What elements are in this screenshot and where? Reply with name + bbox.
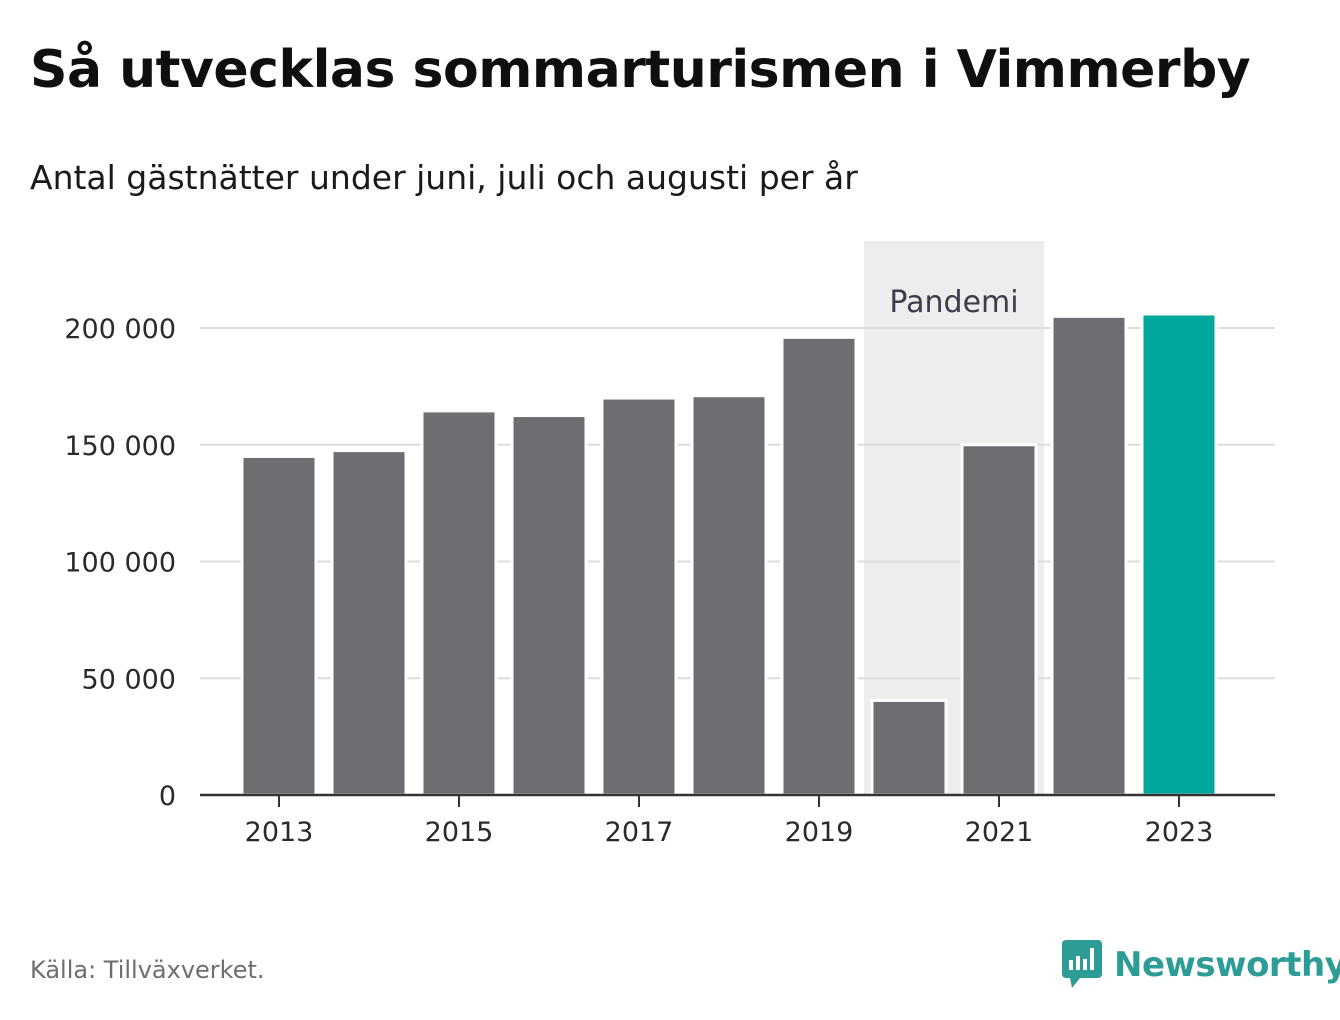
brand-name: Newsworthy: [1114, 945, 1340, 985]
newsworthy-logo: Newsworthy: [1062, 940, 1340, 990]
bar-2014: [330, 449, 408, 797]
source-note: Källa: Tillväxverket.: [30, 956, 265, 984]
y-tick-label: 50 000: [82, 664, 176, 695]
bar-2018: [690, 394, 768, 797]
bar-2013: [240, 454, 318, 797]
axes: 0 50 000 100 000 150 000 200 000 2013 2015 2017…: [64, 314, 1275, 848]
x-tick-label: 2021: [965, 817, 1034, 848]
bar-2019: [780, 335, 858, 797]
y-tick-label: 200 000: [64, 314, 176, 345]
bar-2022: [1050, 314, 1128, 797]
chart-subtitle: Antal gästnätter under juni, juli och au…: [30, 158, 858, 197]
bar-2015: [420, 409, 498, 797]
x-tick-label: 2023: [1145, 817, 1214, 848]
y-tick-label: 100 000: [64, 548, 176, 579]
y-tick-label: 0: [159, 781, 176, 812]
x-tick-label: 2019: [785, 817, 854, 848]
chart-title: Så utvecklas sommarturismen i Vimmerby: [30, 40, 1251, 100]
x-tick-label: 2017: [605, 817, 674, 848]
y-tick-label: 150 000: [64, 431, 176, 462]
bar-2023: [1140, 312, 1218, 797]
x-tick-label: 2013: [245, 817, 314, 848]
x-tick-label: 2015: [425, 817, 494, 848]
bars: [240, 312, 1218, 797]
bar-2021: [960, 443, 1038, 797]
newsworthy-logo-icon: [1062, 940, 1102, 988]
pandemic-label: Pandemi: [889, 285, 1018, 320]
bar-2020: [870, 698, 948, 797]
bar-2017: [600, 396, 678, 797]
bar-2016: [510, 414, 588, 797]
